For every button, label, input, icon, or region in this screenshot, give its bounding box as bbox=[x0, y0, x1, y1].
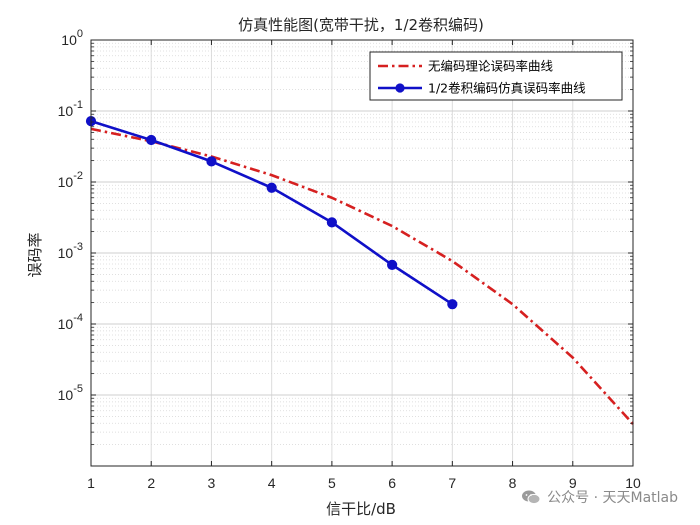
axes: 1 2 3 4 5 6 7 8 9 10 100 10-1 10-2 10-3 10-4 10-5 bbox=[58, 28, 641, 491]
x-tick-label: 6 bbox=[388, 475, 396, 491]
y-axis-title: 误码率 bbox=[26, 232, 44, 277]
x-axis-title: 信干比/dB bbox=[326, 500, 396, 518]
y-tick-label: 10-4 bbox=[58, 312, 83, 332]
x-tick-label: 9 bbox=[569, 475, 577, 491]
wechat-icon bbox=[521, 489, 541, 505]
x-tick-label: 10 bbox=[625, 475, 641, 491]
x-tick-label: 1 bbox=[87, 475, 95, 491]
legend-label: 无编码理论误码率曲线 bbox=[428, 59, 554, 74]
watermark-text: 公众号 · 天天Matlab bbox=[547, 490, 678, 506]
chart-title: 仿真性能图(宽带干扰，1/2卷积编码) bbox=[238, 16, 484, 34]
x-tick-label: 4 bbox=[268, 475, 276, 491]
series-2 bbox=[85, 116, 458, 310]
data-point bbox=[447, 299, 458, 310]
watermark: 公众号 · 天天Matlab bbox=[521, 487, 678, 507]
legend-label: 1/2卷积编码仿真误码率曲线 bbox=[428, 81, 586, 96]
legend: 无编码理论误码率曲线 1/2卷积编码仿真误码率曲线 bbox=[369, 51, 623, 101]
x-tick-label: 7 bbox=[448, 475, 456, 491]
data-point bbox=[266, 182, 277, 193]
legend-swatch-marker bbox=[395, 83, 405, 93]
series-layer bbox=[85, 116, 634, 425]
y-tick-label: 10-2 bbox=[58, 170, 83, 190]
series-line-1 bbox=[90, 127, 634, 425]
series-1 bbox=[90, 127, 634, 425]
legend-box bbox=[369, 51, 623, 101]
y-tick-label: 10-1 bbox=[58, 99, 83, 119]
x-tick-label: 2 bbox=[147, 475, 155, 491]
x-tick-label: 3 bbox=[208, 475, 216, 491]
data-point bbox=[146, 134, 157, 146]
y-tick-label: 10-3 bbox=[58, 241, 83, 261]
grid bbox=[90, 39, 634, 467]
data-point bbox=[326, 217, 337, 228]
y-tick-label: 10-5 bbox=[58, 383, 83, 403]
x-tick-label: 8 bbox=[509, 475, 517, 491]
data-point bbox=[206, 156, 217, 167]
x-tick-label: 5 bbox=[328, 475, 336, 491]
y-tick-label: 100 bbox=[61, 28, 83, 48]
data-point bbox=[387, 259, 398, 270]
